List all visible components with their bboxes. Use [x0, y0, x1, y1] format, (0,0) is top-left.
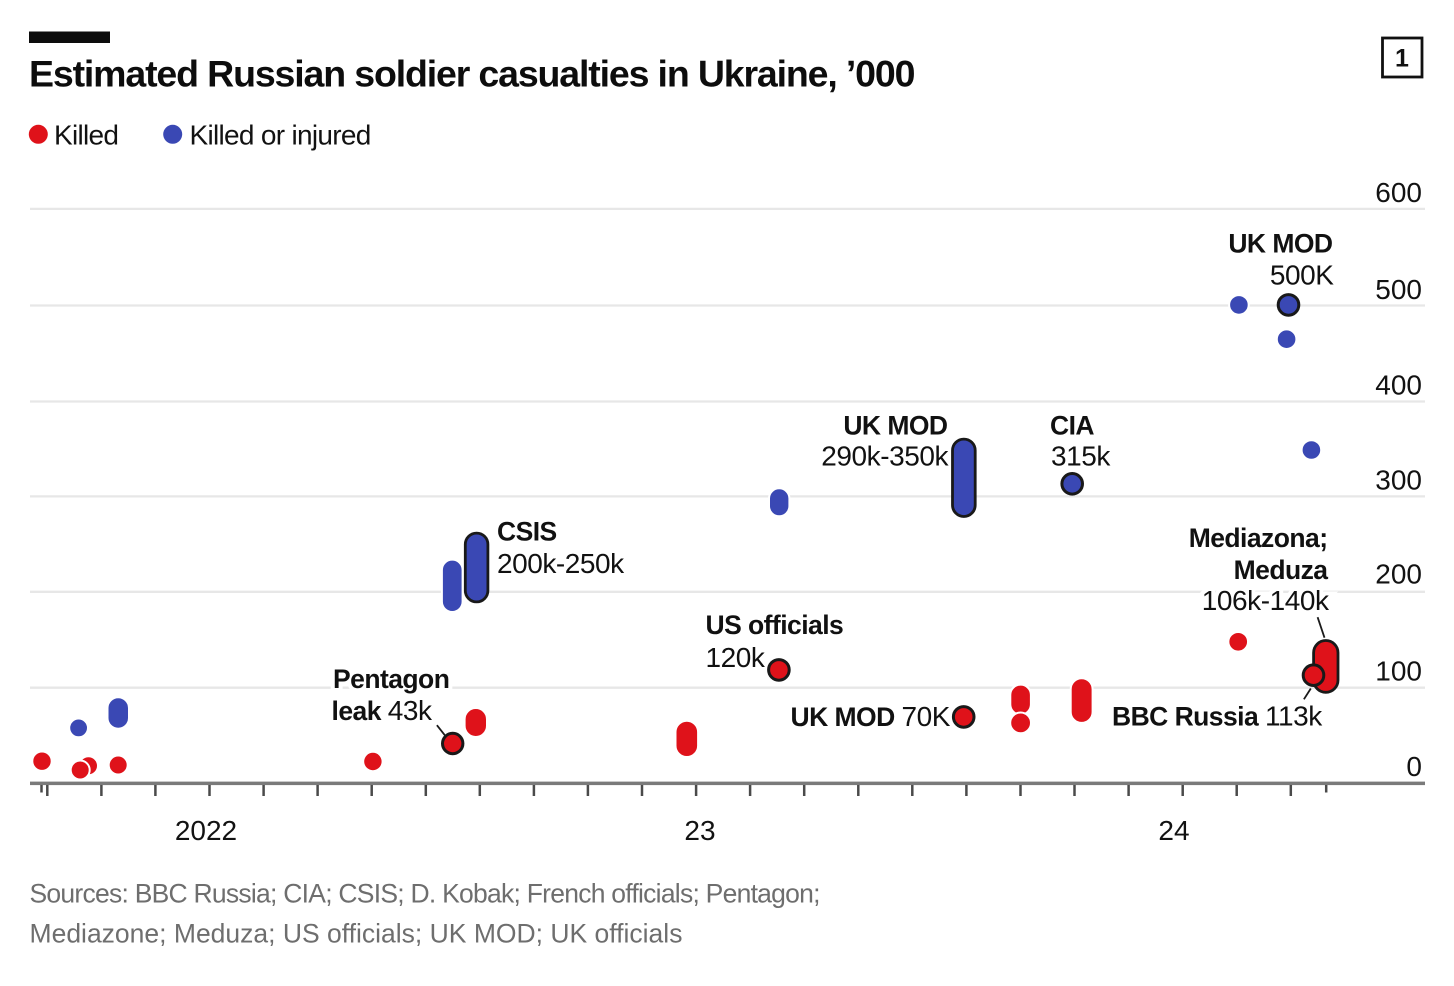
svg-text:CSIS: CSIS	[497, 517, 557, 547]
svg-text:23: 23	[684, 815, 715, 846]
svg-text:500K: 500K	[1270, 260, 1334, 291]
svg-text:CIA: CIA	[1050, 411, 1094, 441]
svg-text:BBC Russia 113k: BBC Russia 113k	[1112, 701, 1323, 732]
svg-text:Sources: BBC Russia; CIA; CSIS: Sources: BBC Russia; CIA; CSIS; D. Kobak…	[30, 878, 820, 908]
svg-text:315k: 315k	[1051, 440, 1111, 471]
svg-text:500: 500	[1375, 274, 1422, 305]
svg-text:200: 200	[1375, 559, 1422, 590]
svg-text:leak 43k: leak 43k	[332, 695, 433, 726]
svg-text:UK MOD: UK MOD	[1228, 229, 1333, 259]
svg-text:2022: 2022	[175, 815, 237, 846]
svg-text:Estimated Russian soldier casu: Estimated Russian soldier casualties in …	[29, 53, 915, 95]
svg-text:UK MOD: UK MOD	[1228, 229, 1333, 259]
svg-text:120k: 120k	[706, 642, 766, 673]
svg-text:300: 300	[1375, 465, 1422, 496]
svg-text:CSIS: CSIS	[497, 517, 557, 547]
svg-text:200k-250k: 200k-250k	[497, 548, 625, 579]
svg-text:US officials: US officials	[706, 610, 844, 640]
svg-text:106k-140k: 106k-140k	[1202, 585, 1330, 616]
svg-text:290k-350k: 290k-350k	[821, 440, 949, 471]
svg-text:Meduza: Meduza	[1234, 555, 1329, 585]
svg-text:UK MOD 70K: UK MOD 70K	[791, 701, 951, 732]
svg-text:1: 1	[1395, 45, 1409, 73]
svg-text:0: 0	[1406, 751, 1422, 782]
svg-text:UK MOD: UK MOD	[843, 411, 948, 441]
svg-text:106k-140k: 106k-140k	[1202, 585, 1330, 616]
svg-text:100: 100	[1375, 656, 1422, 687]
svg-text:315k: 315k	[1051, 440, 1111, 471]
svg-text:200k-250k: 200k-250k	[497, 548, 625, 579]
svg-text:Mediazona;: Mediazona;	[1189, 523, 1328, 553]
svg-text:120k: 120k	[706, 642, 766, 673]
svg-text:Pentagon: Pentagon	[333, 664, 449, 694]
svg-text:600: 600	[1375, 177, 1422, 208]
svg-text:Meduza: Meduza	[1234, 555, 1329, 585]
svg-text:290k-350k: 290k-350k	[821, 440, 949, 471]
svg-text:24: 24	[1158, 815, 1189, 846]
svg-text:CIA: CIA	[1050, 411, 1094, 441]
svg-text:leak 43k: leak 43k	[332, 695, 433, 726]
svg-text:BBC Russia 113k: BBC Russia 113k	[1112, 701, 1323, 732]
svg-text:Killed or injured: Killed or injured	[190, 120, 371, 151]
svg-text:400: 400	[1375, 370, 1422, 401]
svg-text:Mediazona;: Mediazona;	[1189, 523, 1328, 553]
svg-text:Mediazone; Meduza; US official: Mediazone; Meduza; US officials; UK MOD;…	[30, 919, 683, 949]
svg-text:Pentagon: Pentagon	[333, 664, 449, 694]
svg-text:US officials: US officials	[706, 610, 844, 640]
svg-text:Killed: Killed	[54, 120, 118, 151]
svg-text:UK MOD: UK MOD	[843, 411, 948, 441]
svg-text:UK MOD 70K: UK MOD 70K	[791, 701, 951, 732]
svg-text:500K: 500K	[1270, 260, 1334, 291]
